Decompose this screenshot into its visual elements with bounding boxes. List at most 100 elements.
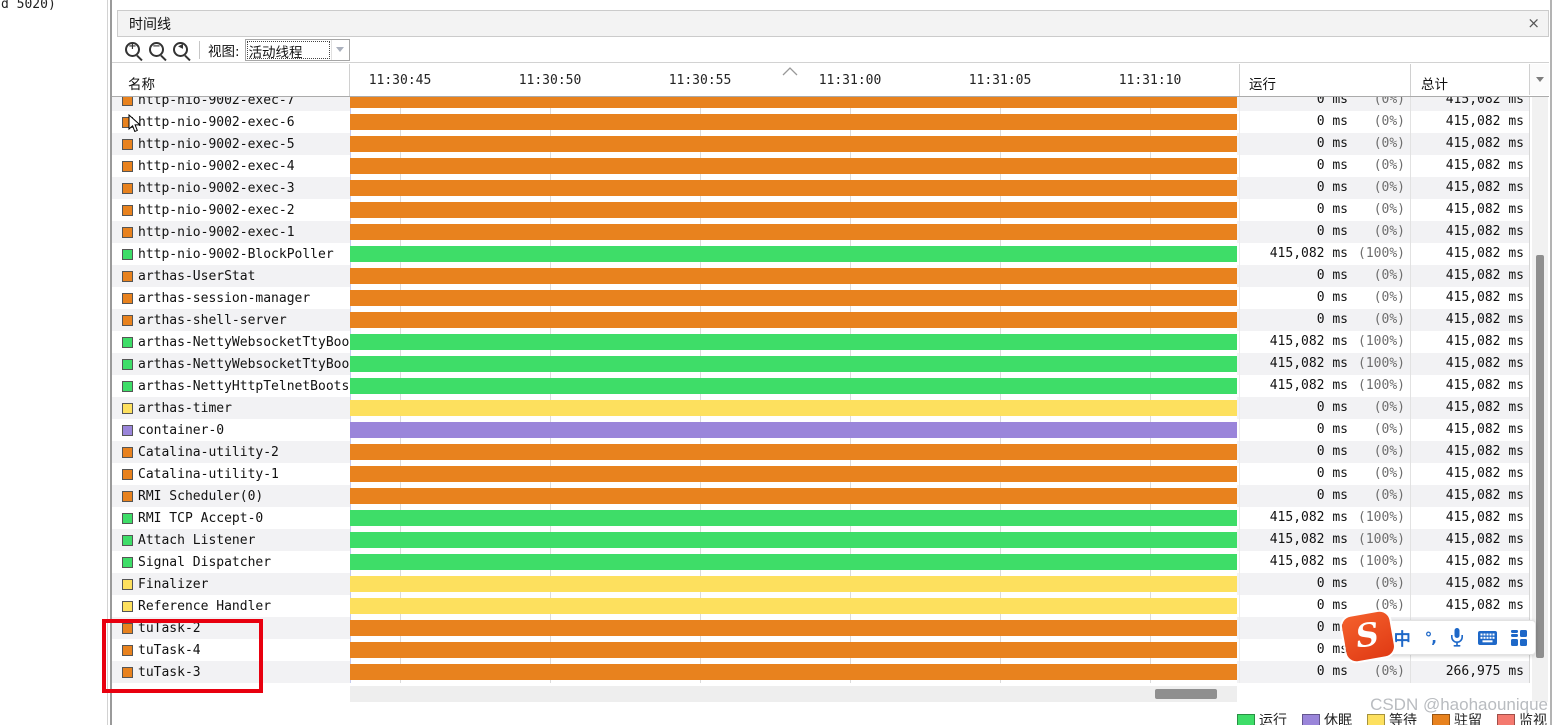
thread-name-cell[interactable]: http-nio-9002-exec-3 bbox=[112, 177, 350, 199]
ime-language-button[interactable]: 中 bbox=[1393, 630, 1411, 650]
ime-punctuation-button[interactable]: °, bbox=[1424, 628, 1437, 647]
table-row[interactable]: arthas-shell-server 0 ms (0%) 415,082 ms bbox=[112, 309, 1549, 331]
table-row[interactable]: arthas-NettyHttpTelnetBoots 415,082 ms (10… bbox=[112, 375, 1549, 397]
thread-timeline-cell[interactable] bbox=[350, 595, 1237, 617]
table-row[interactable]: tuTask-3 0 ms (0%) 266,975 ms bbox=[112, 661, 1549, 683]
vertical-scrollbar[interactable] bbox=[1532, 97, 1548, 702]
thread-name-cell[interactable]: http-nio-9002-exec-5 bbox=[112, 133, 350, 155]
thread-name-cell[interactable]: container-0 bbox=[112, 419, 350, 441]
zoom-fit-icon[interactable]: ◂ bbox=[173, 41, 188, 57]
thread-timeline-cell[interactable] bbox=[350, 441, 1237, 463]
thread-name-cell[interactable]: arthas-NettyWebsocketTtyBoo bbox=[112, 353, 350, 375]
thread-timeline-cell[interactable] bbox=[350, 265, 1237, 287]
table-row[interactable]: arthas-NettyWebsocketTtyBoo 415,082 ms (10… bbox=[112, 331, 1549, 353]
column-chooser-button[interactable] bbox=[1529, 64, 1549, 95]
thread-name-cell[interactable]: RMI TCP Accept-0 bbox=[112, 507, 350, 529]
keyboard-icon[interactable] bbox=[1478, 630, 1497, 645]
table-row[interactable]: RMI Scheduler(0) 0 ms (0%) 415,082 ms bbox=[112, 485, 1549, 507]
thread-name-cell[interactable]: arthas-UserStat bbox=[112, 265, 350, 287]
toolbox-grid-icon[interactable] bbox=[1511, 629, 1527, 646]
thread-name-cell[interactable]: Reference Handler bbox=[112, 595, 350, 617]
table-row[interactable]: Finalizer 0 ms (0%) 415,082 ms bbox=[112, 573, 1549, 595]
table-row[interactable]: Attach Listener 415,082 ms (100%) 415,082 m… bbox=[112, 529, 1549, 551]
thread-name-cell[interactable]: tuTask-3 bbox=[112, 661, 350, 683]
thread-timeline-cell[interactable] bbox=[350, 309, 1237, 331]
table-row[interactable]: tuTask-40 ms(0%)266,975 ms bbox=[112, 639, 1549, 661]
thread-timeline-cell[interactable] bbox=[350, 199, 1237, 221]
table-row[interactable]: http-nio-9002-exec-7 0 ms (0%) 415,082 ms bbox=[112, 97, 1549, 111]
thread-timeline-cell[interactable] bbox=[350, 485, 1237, 507]
table-row[interactable]: http-nio-9002-exec-6 0 ms (0%) 415,082 ms bbox=[112, 111, 1549, 133]
table-row[interactable]: http-nio-9002-exec-5 0 ms (0%) 415,082 ms bbox=[112, 133, 1549, 155]
table-row[interactable]: http-nio-9002-exec-4 0 ms (0%) 415,082 ms bbox=[112, 155, 1549, 177]
table-row[interactable]: arthas-timer 0 ms (0%) 415,082 ms bbox=[112, 397, 1549, 419]
thread-name-cell[interactable]: Attach Listener bbox=[112, 529, 350, 551]
thread-timeline-cell[interactable] bbox=[350, 287, 1237, 309]
vertical-scrollbar-thumb[interactable] bbox=[1536, 255, 1544, 658]
horizontal-scrollbar-thumb[interactable] bbox=[1155, 689, 1217, 699]
thread-timeline-cell[interactable] bbox=[350, 507, 1237, 529]
sogou-ime-logo[interactable]: S bbox=[1340, 610, 1396, 663]
table-row[interactable]: arthas-session-manager 0 ms (0%) 415,082 ms bbox=[112, 287, 1549, 309]
zoom-out-icon[interactable]: − bbox=[149, 41, 164, 57]
chevron-down-icon[interactable] bbox=[330, 39, 349, 60]
thread-name-cell[interactable]: http-nio-9002-BlockPoller bbox=[112, 243, 350, 265]
panel-divider-handle[interactable] bbox=[110, 0, 112, 725]
thread-name-cell[interactable]: arthas-NettyHttpTelnetBoots bbox=[112, 375, 350, 397]
table-row[interactable]: Signal Dispatcher 415,082 ms (100%) 415,082… bbox=[112, 551, 1549, 573]
thread-name-cell[interactable]: Catalina-utility-2 bbox=[112, 441, 350, 463]
thread-timeline-cell[interactable] bbox=[350, 463, 1237, 485]
table-row[interactable]: http-nio-9002-exec-3 0 ms (0%) 415,082 ms bbox=[112, 177, 1549, 199]
thread-timeline-cell[interactable] bbox=[350, 397, 1237, 419]
close-icon[interactable]: × bbox=[1527, 14, 1540, 32]
table-row[interactable]: arthas-UserStat 0 ms (0%) 415,082 ms bbox=[112, 265, 1549, 287]
thread-timeline-cell[interactable] bbox=[350, 353, 1237, 375]
thread-timeline-cell[interactable] bbox=[350, 111, 1237, 133]
thread-name-cell[interactable]: arthas-shell-server bbox=[112, 309, 350, 331]
thread-name-cell[interactable]: http-nio-9002-exec-4 bbox=[112, 155, 350, 177]
thread-timeline-cell[interactable] bbox=[350, 375, 1237, 397]
thread-timeline-cell[interactable] bbox=[350, 133, 1237, 155]
column-header-running[interactable]: 运行 bbox=[1249, 77, 1276, 93]
thread-timeline-cell[interactable] bbox=[350, 661, 1237, 683]
thread-timeline-cell[interactable] bbox=[350, 529, 1237, 551]
thread-timeline-cell[interactable] bbox=[350, 155, 1237, 177]
thread-name-cell[interactable]: http-nio-9002-exec-6 bbox=[112, 111, 350, 133]
thread-name-cell[interactable]: Signal Dispatcher bbox=[112, 551, 350, 573]
table-row[interactable]: RMI TCP Accept-0 415,082 ms (100%) 415,082 … bbox=[112, 507, 1549, 529]
horizontal-scrollbar[interactable] bbox=[350, 686, 1237, 702]
thread-name-cell[interactable]: RMI Scheduler(0) bbox=[112, 485, 350, 507]
table-row[interactable]: container-0 0 ms (0%) 415,082 ms bbox=[112, 419, 1549, 441]
thread-name-cell[interactable]: Catalina-utility-1 bbox=[112, 463, 350, 485]
thread-name-cell[interactable]: arthas-NettyWebsocketTtyBoo bbox=[112, 331, 350, 353]
thread-timeline-cell[interactable] bbox=[350, 243, 1237, 265]
thread-timeline-cell[interactable] bbox=[350, 551, 1237, 573]
thread-timeline-cell[interactable] bbox=[350, 573, 1237, 595]
column-header-name[interactable]: 名称 bbox=[128, 77, 155, 93]
thread-timeline-cell[interactable] bbox=[350, 177, 1237, 199]
table-row[interactable]: arthas-NettyWebsocketTtyBoo 415,082 ms (10… bbox=[112, 353, 1549, 375]
table-row[interactable]: tuTask-20 ms(0%)266,975 ms bbox=[112, 617, 1549, 639]
table-row[interactable]: http-nio-9002-exec-1 0 ms (0%) 415,082 ms bbox=[112, 221, 1549, 243]
table-row[interactable]: Catalina-utility-2 0 ms (0%) 415,082 ms bbox=[112, 441, 1549, 463]
microphone-icon[interactable] bbox=[1450, 628, 1464, 647]
thread-name-cell[interactable]: http-nio-9002-exec-2 bbox=[112, 199, 350, 221]
table-row[interactable]: Catalina-utility-1 0 ms (0%) 415,082 ms bbox=[112, 463, 1549, 485]
thread-name-cell[interactable]: arthas-timer bbox=[112, 397, 350, 419]
view-combobox[interactable]: 活动线程 bbox=[244, 38, 350, 61]
thread-timeline-cell[interactable] bbox=[350, 221, 1237, 243]
table-row[interactable]: http-nio-9002-BlockPoller 415,082 ms (100%… bbox=[112, 243, 1549, 265]
column-header-total[interactable]: 总计 bbox=[1421, 77, 1448, 93]
thread-timeline-cell[interactable] bbox=[350, 331, 1237, 353]
thread-timeline-cell[interactable] bbox=[350, 617, 1237, 639]
zoom-in-icon[interactable]: + bbox=[125, 41, 140, 57]
thread-timeline-cell[interactable] bbox=[350, 419, 1237, 441]
thread-name-cell[interactable]: http-nio-9002-exec-1 bbox=[112, 221, 350, 243]
thread-name-cell[interactable]: Finalizer bbox=[112, 573, 350, 595]
thread-name-cell[interactable]: tuTask-4 bbox=[112, 639, 350, 661]
thread-timeline-cell[interactable] bbox=[350, 639, 1237, 661]
table-row[interactable]: Reference Handler 0 ms (0%) 415,082 ms bbox=[112, 595, 1549, 617]
table-row[interactable]: http-nio-9002-exec-2 0 ms (0%) 415,082 ms bbox=[112, 199, 1549, 221]
thread-name-cell[interactable]: arthas-session-manager bbox=[112, 287, 350, 309]
thread-timeline-cell[interactable] bbox=[350, 97, 1237, 111]
